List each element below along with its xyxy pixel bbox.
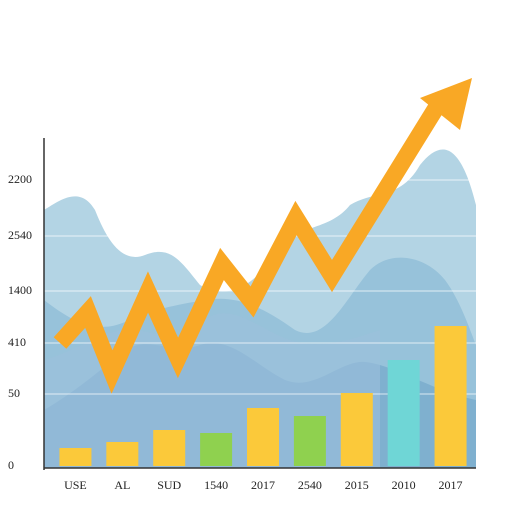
y-tick-label: 2540 <box>8 228 32 242</box>
bar <box>340 393 373 466</box>
x-tick-label: 2017 <box>439 478 463 492</box>
trend-arrow <box>53 78 472 394</box>
bar <box>59 448 92 466</box>
bar <box>200 433 233 466</box>
x-tick-label: USE <box>64 478 87 492</box>
x-tick-label: 1540 <box>204 478 228 492</box>
y-tick-label: 50 <box>8 386 20 400</box>
y-tick-label: 410 <box>8 335 26 349</box>
arrow-line <box>53 103 444 394</box>
x-tick-label: 2017 <box>251 478 275 492</box>
x-tick-label: 2540 <box>298 478 322 492</box>
y-tick-label: 2200 <box>8 172 32 186</box>
plot <box>44 179 476 466</box>
arrow-head <box>420 78 472 130</box>
x-tick-label: 2010 <box>392 478 416 492</box>
x-tick-label: SUD <box>157 478 181 492</box>
bar <box>106 442 139 466</box>
x-tick-label: AL <box>114 478 130 492</box>
bar <box>293 416 326 466</box>
y-tick-label: 1400 <box>8 283 32 297</box>
y-tick-label: 0 <box>8 458 14 472</box>
bar <box>387 360 420 466</box>
bar <box>153 430 186 466</box>
x-tick-label: 2015 <box>345 478 369 492</box>
bar <box>434 326 467 466</box>
bar <box>247 408 279 466</box>
